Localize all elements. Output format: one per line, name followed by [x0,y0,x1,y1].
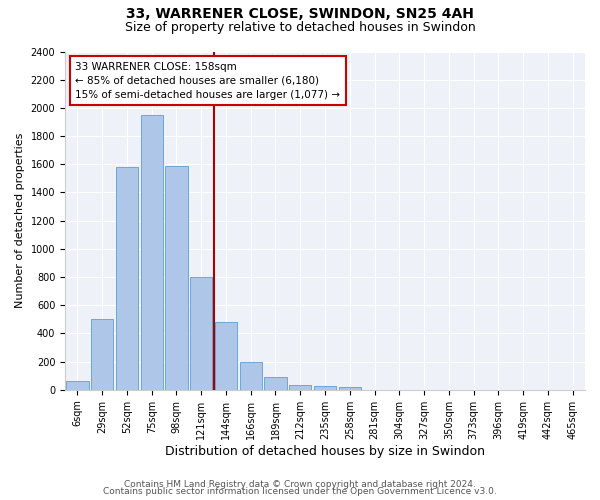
Text: Size of property relative to detached houses in Swindon: Size of property relative to detached ho… [125,21,475,34]
Text: 33, WARRENER CLOSE, SWINDON, SN25 4AH: 33, WARRENER CLOSE, SWINDON, SN25 4AH [126,8,474,22]
Bar [289,385,311,390]
Text: Contains public sector information licensed under the Open Government Licence v3: Contains public sector information licen… [103,487,497,496]
Bar [265,377,287,390]
Bar [314,386,336,390]
Text: Contains HM Land Registry data © Crown copyright and database right 2024.: Contains HM Land Registry data © Crown c… [124,480,476,489]
Bar [140,115,163,390]
Bar [215,322,237,390]
Bar [338,387,361,390]
X-axis label: Distribution of detached houses by size in Swindon: Distribution of detached houses by size … [165,444,485,458]
Text: 33 WARRENER CLOSE: 158sqm
← 85% of detached houses are smaller (6,180)
15% of se: 33 WARRENER CLOSE: 158sqm ← 85% of detac… [76,62,340,100]
Bar [239,362,262,390]
Bar [66,382,89,390]
Bar [116,167,138,390]
Bar [91,320,113,390]
Bar [190,277,212,390]
Bar [166,166,188,390]
Y-axis label: Number of detached properties: Number of detached properties [15,133,25,308]
